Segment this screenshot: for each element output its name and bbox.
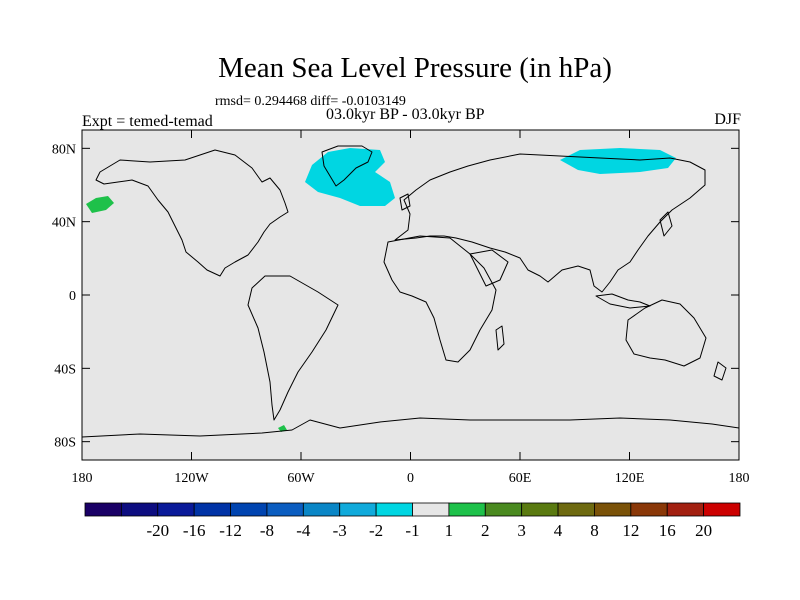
colorbar-label: 3 [517,521,526,540]
colorbar-label: 16 [659,521,676,540]
colorbar-label: -16 [183,521,206,540]
season-label: DJF [714,111,741,128]
x-tick-label: 120W [174,471,209,486]
colorbar-swatch [557,502,595,517]
colorbar-swatch [84,502,122,517]
colorbar-swatch [484,502,523,517]
coastline-eurasia [394,153,706,293]
x-tick-label: 180 [72,471,93,486]
colorbar-swatch [666,502,705,517]
north-pacific-high-region [86,196,114,213]
y-tick-label: 0 [69,289,76,304]
map-content [82,145,739,438]
colorbar-swatch [412,502,450,517]
colorbar-swatch [266,502,304,517]
colorbar-label: -2 [369,521,383,540]
north-atlantic-low-region [305,148,395,206]
colorbar-label: 8 [590,521,599,540]
y-tick-label: 80N [52,142,76,157]
colorbar-label: -3 [333,521,347,540]
colorbar-swatch [448,502,486,517]
colorbar-label: 4 [554,521,563,540]
coastline-south-america [247,275,339,421]
colorbar-swatch [120,502,159,517]
y-tick-label: 40S [54,362,76,377]
coastline-uk [399,193,411,211]
colorbar-swatch [594,502,632,517]
colorbar-swatch [630,502,668,517]
y-tick-label: 40N [52,216,76,231]
coastline-madagascar [495,325,505,351]
colorbar: -20 -16 -12 -8 -4 -3 -2 -1 1 2 3 4 8 12 16 20 [84,502,741,540]
coastline-antarctica [82,417,739,438]
plot-title: Mean Sea Level Pressure (in hPa) [218,52,612,84]
rmsd-diff-stats: rmsd= 0.294468 diff= -0.0103149 [215,94,406,109]
coastline-indonesia [595,293,651,309]
coastline-australia [625,299,707,367]
colorbar-swatch [157,502,195,517]
colorbar-swatch [703,502,741,517]
x-tick-label: 180 [729,471,750,486]
x-tick-label: 120E [615,471,645,486]
x-tick-label: 60E [509,471,532,486]
colorbar-label: -12 [219,521,242,540]
experiment-label: Expt = temed-temad [82,113,213,130]
colorbar-swatch [339,502,377,517]
colorbar-label: -1 [405,521,419,540]
x-axis: 180 120W 60W 0 60E 120E 180 [72,130,750,486]
coastline-greenland [321,145,373,187]
coastline-arabia [469,249,509,287]
colorbar-label: -8 [260,521,274,540]
colorbar-label: -20 [146,521,169,540]
x-tick-label: 0 [407,471,414,486]
colorbar-swatch [521,502,559,517]
colorbar-swatch [375,502,413,517]
coastline-japan [659,211,673,237]
x-tick-label: 60W [287,471,315,486]
colorbar-swatch [230,502,268,517]
colorbar-swatch [193,502,231,517]
y-tick-label: 80S [54,436,76,451]
y-axis: 80N 40N 0 40S 80S [52,142,739,451]
colorbar-swatch [302,502,341,517]
colorbar-label: -4 [296,521,311,540]
coastline-new-zealand [713,361,727,381]
coastlines [82,145,739,438]
colorbar-label: 12 [622,521,639,540]
coastline-north-america [95,149,289,277]
colorbar-label: 20 [695,521,712,540]
colorbar-label: 2 [481,521,490,540]
colorbar-label: 1 [445,521,454,540]
barents-kara-low-region [560,148,676,174]
period-subtitle: 03.0kyr BP - 03.0kyr BP [326,106,485,123]
